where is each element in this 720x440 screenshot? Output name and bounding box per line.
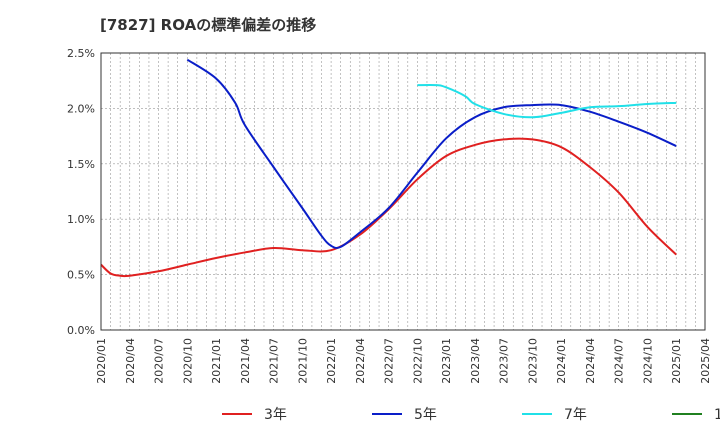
chart-title: [7827] ROAの標準偏差の推移 [100, 16, 317, 34]
y-tick-label: 1.5% [67, 158, 95, 171]
plot-area-border [100, 52, 706, 331]
x-tick-label: 2022/07 [383, 338, 396, 384]
x-tick-label: 2023/10 [526, 338, 539, 384]
legend-label: 7年 [564, 407, 587, 423]
y-tick-label: 0.0% [67, 324, 95, 337]
y-axis-ticks: 0.0% 0.5% 1.0% 1.5% 2.0% 2.5% [67, 47, 95, 337]
y-tick-label: 0.5% [67, 269, 95, 282]
legend-label: 3年 [264, 407, 287, 423]
legend: 3年 5年 7年 10年 [222, 407, 720, 423]
x-tick-label: 2025/01 [670, 338, 683, 384]
x-axis-ticks: 2020/01 2020/04 2020/07 2020/10 2021/01 2021/… [95, 338, 712, 384]
x-tick-label: 2022/04 [354, 338, 367, 384]
x-tick-label: 2020/04 [124, 338, 137, 384]
legend-label: 5年 [414, 407, 437, 423]
x-tick-label: 2020/07 [153, 338, 166, 384]
legend-label: 10年 [714, 407, 720, 423]
x-tick-label: 2024/10 [641, 338, 654, 384]
series-line-3 [417, 83, 677, 119]
x-tick-label: 2021/04 [239, 338, 252, 384]
series-line-1 [100, 137, 677, 278]
series-layer [100, 58, 677, 278]
x-tick-label: 2021/10 [296, 338, 309, 384]
x-tick-label: 2020/01 [95, 338, 108, 384]
x-tick-label: 2023/04 [469, 338, 482, 384]
y-tick-label: 2.5% [67, 47, 95, 60]
y-tick-label: 2.0% [67, 102, 95, 115]
x-tick-label: 2022/10 [411, 338, 424, 384]
x-tick-label: 2025/04 [699, 338, 712, 384]
x-tick-label: 2021/07 [268, 338, 281, 384]
x-tick-label: 2022/01 [325, 338, 338, 384]
x-tick-label: 2020/10 [181, 338, 194, 384]
x-tick-label: 2023/01 [440, 338, 453, 384]
y-tick-label: 1.0% [67, 213, 95, 226]
grid-layer [101, 53, 705, 330]
x-tick-label: 2023/07 [498, 338, 511, 384]
x-tick-label: 2021/01 [210, 338, 223, 384]
x-tick-label: 2024/04 [584, 338, 597, 384]
x-tick-label: 2024/01 [555, 338, 568, 384]
x-tick-label: 2024/07 [613, 338, 626, 384]
